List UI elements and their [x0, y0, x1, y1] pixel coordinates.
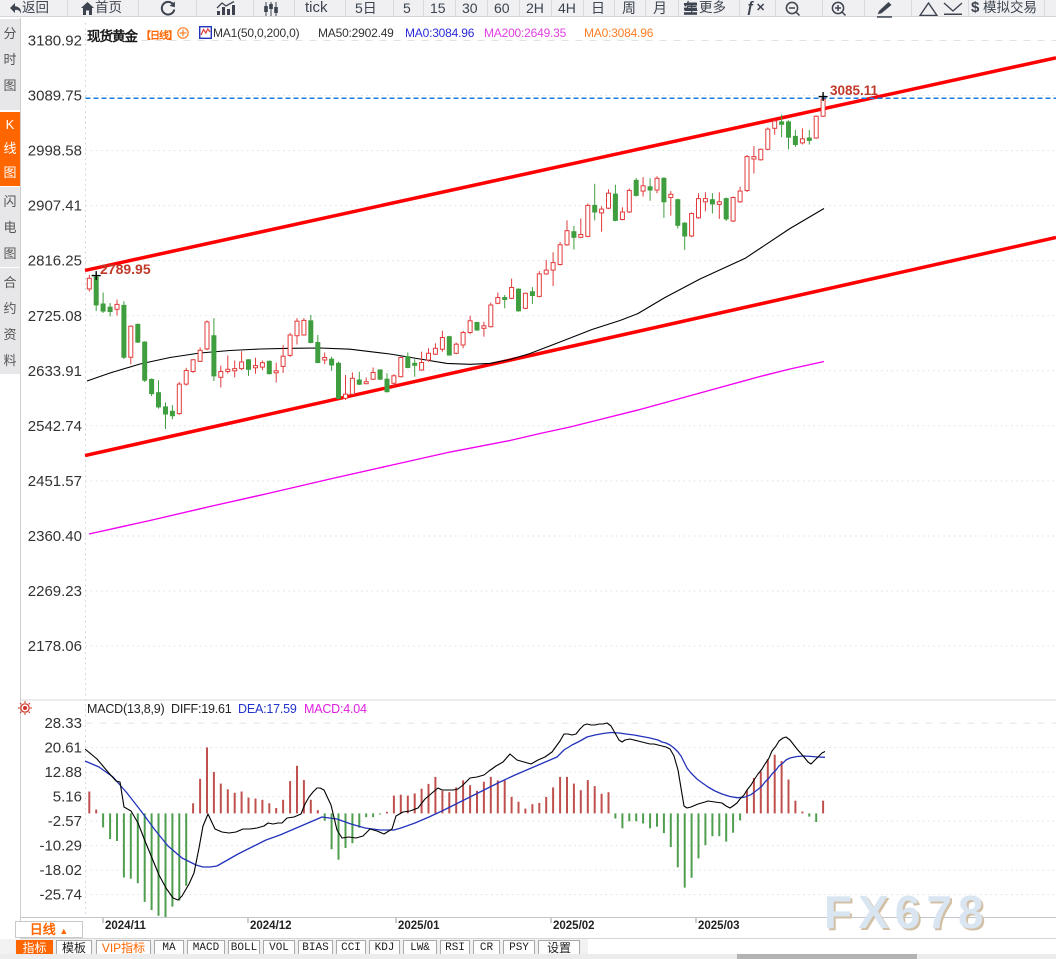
svg-text:28.33: 28.33 — [44, 715, 82, 732]
svg-text:3089.75: 3089.75 — [28, 88, 82, 105]
svg-text:2816.25: 2816.25 — [28, 253, 82, 270]
svg-text:2633.91: 2633.91 — [28, 363, 82, 380]
svg-text:3085.11: 3085.11 — [830, 83, 879, 98]
svg-text:2998.58: 2998.58 — [28, 143, 82, 160]
svg-text:-10.29: -10.29 — [39, 838, 82, 855]
svg-text:2269.23: 2269.23 — [28, 583, 82, 600]
svg-text:2542.74: 2542.74 — [28, 418, 82, 435]
svg-text:5.16: 5.16 — [53, 789, 82, 806]
svg-text:3180.92: 3180.92 — [28, 33, 82, 50]
svg-text:2907.41: 2907.41 — [28, 198, 82, 215]
svg-text:2451.57: 2451.57 — [28, 473, 82, 490]
svg-text:12.88: 12.88 — [44, 764, 82, 781]
svg-text:2725.08: 2725.08 — [28, 308, 82, 325]
svg-text:20.61: 20.61 — [44, 740, 82, 757]
svg-text:-2.57: -2.57 — [48, 813, 82, 830]
svg-text:2789.95: 2789.95 — [100, 261, 151, 277]
svg-text:-18.02: -18.02 — [39, 862, 82, 879]
svg-text:2178.06: 2178.06 — [28, 638, 82, 655]
svg-text:2360.40: 2360.40 — [28, 528, 82, 545]
svg-text:-25.74: -25.74 — [39, 887, 82, 904]
